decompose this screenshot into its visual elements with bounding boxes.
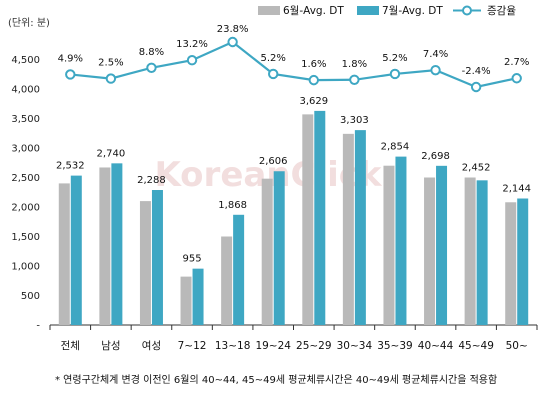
axes: - 500 1,000 1,500 2,000 2,500 3,000 3,500 4,000 4… xyxy=(11,55,538,352)
bar-july xyxy=(273,171,285,325)
rate-value-label: 2.5% xyxy=(98,58,123,69)
rate-point xyxy=(389,68,401,80)
bar-value-label: 3,629 xyxy=(299,96,328,107)
x-tick-label: 50~ xyxy=(506,340,528,352)
bar-value-label: 1,868 xyxy=(218,200,247,211)
rate-value-label: 7.4% xyxy=(423,49,448,60)
x-tick-label: 40~44 xyxy=(418,340,454,352)
bar-value-label: 2,606 xyxy=(259,156,288,167)
bar-june xyxy=(99,167,111,325)
bar-july xyxy=(354,130,366,325)
legend-swatch-july xyxy=(357,6,379,15)
x-tick-label: 19~24 xyxy=(255,340,291,352)
x-tick-label: 여성 xyxy=(142,340,161,352)
bar-july xyxy=(192,268,204,325)
bar-value-label: 2,452 xyxy=(462,163,491,174)
bars: 2,532 2,740 2,288 955 1,868 2,606 3,629 3,303 2,… xyxy=(56,96,531,326)
rate-value-label: 8.8% xyxy=(139,47,164,58)
y-tick-label: 3,500 xyxy=(11,114,40,125)
legend-marker-rate xyxy=(462,5,472,16)
rate-value-label: 4.9% xyxy=(58,53,83,64)
bar-june xyxy=(221,236,233,325)
bar-june xyxy=(180,276,192,325)
bar-value-label: 955 xyxy=(182,254,201,265)
x-tick-label: 35~39 xyxy=(377,340,413,352)
bar-june xyxy=(302,114,314,326)
y-tick-label: 1,500 xyxy=(11,232,40,243)
rate-point xyxy=(65,69,76,80)
rate-value-label: 1.8% xyxy=(342,59,367,70)
rate-point xyxy=(308,74,319,86)
legend-label-july: 7월-Avg. DT xyxy=(382,5,443,17)
footnote: * 연령구간체계 변경 이전인 6월의 40~44, 45~49세 평균체류시간… xyxy=(55,373,497,386)
y-tick-label: 3,000 xyxy=(11,144,40,155)
legend-label-june: 6월-Avg. DT xyxy=(283,5,344,17)
bar-july xyxy=(395,156,407,325)
bar-june xyxy=(424,177,436,325)
rate-point xyxy=(105,73,117,84)
y-tick-label: 2,000 xyxy=(11,203,40,214)
x-tick-label: 13~18 xyxy=(215,340,251,352)
rate-point xyxy=(470,81,482,93)
legend-label-rate: 증감율 xyxy=(487,5,516,17)
x-tick-label: 전체 xyxy=(61,340,80,352)
bar-june xyxy=(342,133,354,325)
rate-value-label: 2.7% xyxy=(504,57,529,68)
bar-june xyxy=(383,165,395,325)
x-tick-label: 45~49 xyxy=(458,340,494,352)
y-tick-label: 4,000 xyxy=(11,85,40,96)
x-tick-label: 25~29 xyxy=(296,340,332,352)
rate-value-label: -2.4% xyxy=(462,66,491,77)
bar-value-label: 2,288 xyxy=(137,175,166,186)
bar-value-label: 2,854 xyxy=(381,142,410,153)
bar-june xyxy=(464,177,476,325)
bar-june xyxy=(58,183,70,325)
bar-june xyxy=(505,202,517,325)
bar-value-label: 2,698 xyxy=(421,151,450,162)
bar-july xyxy=(70,175,82,325)
y-tick-label: 4,500 xyxy=(11,55,40,66)
y-tick-label: 2,500 xyxy=(11,173,40,184)
rate-point xyxy=(146,62,157,73)
legend-swatch-june xyxy=(258,6,280,15)
bar-july xyxy=(233,214,245,325)
bar-july xyxy=(476,180,488,325)
x-tick-label: 7~12 xyxy=(178,340,207,352)
bar-value-label: 2,740 xyxy=(97,148,126,159)
legend: 6월-Avg. DT 7월-Avg. DT 증감율 xyxy=(258,5,516,17)
rate-value-label: 1.6% xyxy=(301,59,326,70)
rate-value-label: 23.8% xyxy=(217,24,249,35)
bar-june xyxy=(139,201,151,325)
rate-point xyxy=(511,73,522,84)
rate-point xyxy=(268,68,279,80)
bar-july xyxy=(314,110,326,325)
bar-july xyxy=(111,163,123,325)
bar-value-label: 2,144 xyxy=(502,184,531,195)
rate-value-label: 13.2% xyxy=(176,39,208,50)
rate-point xyxy=(430,64,441,76)
unit-label: (단위: 분) xyxy=(8,16,50,29)
y-tick-label: 500 xyxy=(21,291,40,302)
bar-july xyxy=(436,165,448,325)
bar-value-label: 2,532 xyxy=(56,161,85,172)
bar-july xyxy=(517,198,529,325)
bar-july xyxy=(151,190,163,325)
bar-value-label: 3,303 xyxy=(340,115,369,126)
rate-value-label: 5.2% xyxy=(382,53,407,64)
x-tick-label: 30~34 xyxy=(337,340,373,352)
rate-value-label: 5.2% xyxy=(261,53,286,64)
x-tick-label: 남성 xyxy=(101,340,120,352)
rate-point xyxy=(186,55,198,66)
rate-line-path xyxy=(70,40,517,89)
bar-june xyxy=(261,178,273,325)
rate-point xyxy=(227,36,238,48)
y-tick-label: - xyxy=(36,321,40,332)
rate-line: 4.9% 2.5% 8.8% 13.2% 23.8% 5.2% 1.6% 1.8% 5.2% 7.… xyxy=(58,24,529,93)
rate-point xyxy=(349,74,360,85)
y-tick-label: 1,000 xyxy=(11,262,40,273)
